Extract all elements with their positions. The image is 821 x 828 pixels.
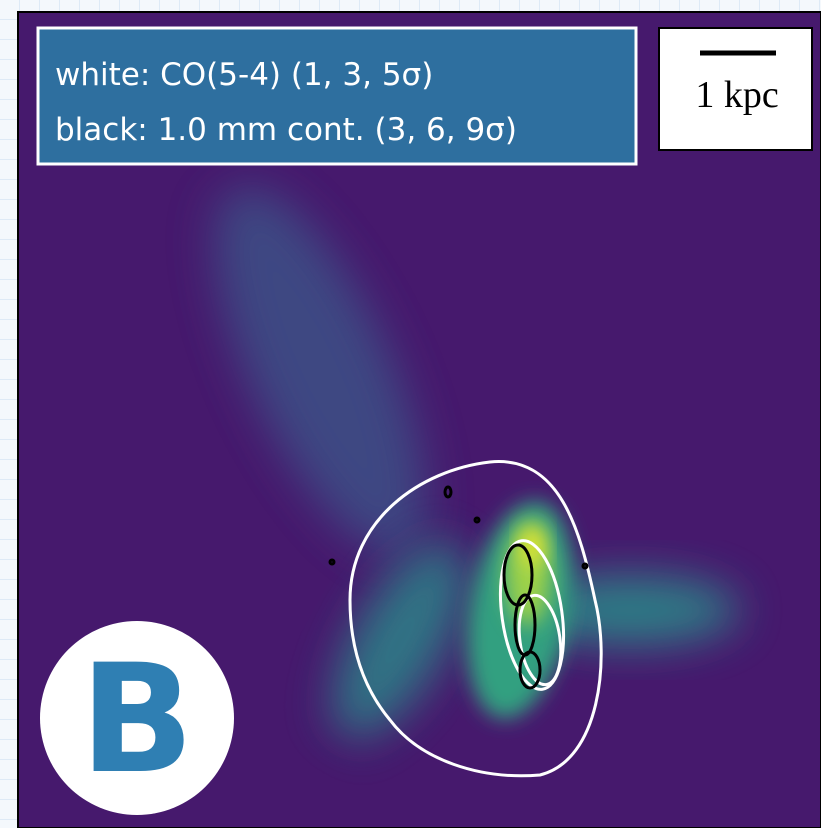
legend-line: white: CO(5-4) (1, 3, 5σ) [55, 57, 433, 93]
legend-box [36, 26, 638, 166]
scale-label: 1 kpc [695, 74, 778, 116]
co-contours [348, 460, 603, 778]
panel-label: B [80, 633, 194, 807]
continuum-contours [328, 485, 589, 690]
legend-line: black: 1.0 mm cont. (3, 6, 9σ) [55, 112, 517, 148]
scale-box [658, 27, 813, 151]
panel-badge [40, 621, 234, 815]
